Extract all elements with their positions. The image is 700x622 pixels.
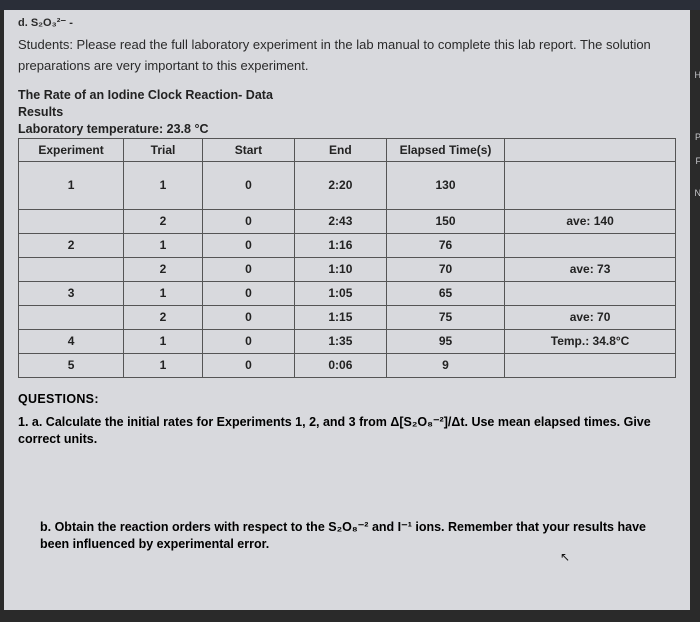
side-label-nu: Nu bbox=[694, 188, 700, 198]
cell-trial: 1 bbox=[124, 161, 203, 209]
col-trial: Trial bbox=[124, 138, 203, 161]
document-page: d. S₂O₃²⁻ - Students: Please read the fu… bbox=[4, 10, 690, 610]
cell-elapsed: 150 bbox=[386, 209, 504, 233]
app-toolbar bbox=[0, 0, 700, 10]
col-end: End bbox=[294, 138, 386, 161]
table-row: 202:43150ave: 140 bbox=[19, 209, 676, 233]
cell-end: 0:06 bbox=[294, 353, 386, 377]
cell-end: 1:15 bbox=[294, 305, 386, 329]
cell-exp: 3 bbox=[19, 281, 124, 305]
cell-start: 0 bbox=[202, 209, 294, 233]
question-1b: b. Obtain the reaction orders with respe… bbox=[40, 519, 676, 554]
cell-elapsed: 95 bbox=[386, 329, 504, 353]
cell-exp: 1 bbox=[19, 161, 124, 209]
cell-elapsed: 65 bbox=[386, 281, 504, 305]
cell-note bbox=[505, 233, 676, 257]
table-row: 5100:069 bbox=[19, 353, 676, 377]
side-label-he: He bbox=[694, 70, 700, 80]
cell-end: 1:35 bbox=[294, 329, 386, 353]
instruction-paragraph: Students: Please read the full laborator… bbox=[18, 35, 676, 77]
cell-exp: 2 bbox=[19, 233, 124, 257]
cell-end: 1:16 bbox=[294, 233, 386, 257]
cell-elapsed: 75 bbox=[386, 305, 504, 329]
cell-note bbox=[505, 161, 676, 209]
cell-note: ave: 70 bbox=[505, 305, 676, 329]
cell-start: 0 bbox=[202, 233, 294, 257]
cell-start: 0 bbox=[202, 305, 294, 329]
cell-exp: 5 bbox=[19, 353, 124, 377]
cell-note: Temp.: 34.8°C bbox=[505, 329, 676, 353]
cell-note: ave: 73 bbox=[505, 257, 676, 281]
cell-exp: 4 bbox=[19, 329, 124, 353]
option-d-line: d. S₂O₃²⁻ - bbox=[18, 16, 676, 29]
cell-start: 0 bbox=[202, 281, 294, 305]
cell-note bbox=[505, 281, 676, 305]
col-experiment: Experiment bbox=[19, 138, 124, 161]
side-label-pa: Pa bbox=[695, 132, 700, 142]
data-title-line1: The Rate of an Iodine Clock Reaction- Da… bbox=[18, 87, 676, 105]
cell-start: 0 bbox=[202, 329, 294, 353]
cell-end: 2:43 bbox=[294, 209, 386, 233]
cell-elapsed: 9 bbox=[386, 353, 504, 377]
col-elapsed: Elapsed Time(s) bbox=[386, 138, 504, 161]
cell-end: 1:10 bbox=[294, 257, 386, 281]
cell-note bbox=[505, 353, 676, 377]
questions-header: QUESTIONS: bbox=[18, 392, 676, 406]
table-row: 3101:0565 bbox=[19, 281, 676, 305]
table-body: 1102:20130202:43150ave: 1402101:1676201:… bbox=[19, 161, 676, 377]
table-row: 201:1575ave: 70 bbox=[19, 305, 676, 329]
cell-note: ave: 140 bbox=[505, 209, 676, 233]
mouse-cursor-icon: ↖ bbox=[560, 550, 570, 564]
cell-elapsed: 76 bbox=[386, 233, 504, 257]
cell-end: 2:20 bbox=[294, 161, 386, 209]
side-label-fo: Fo bbox=[695, 156, 700, 166]
cell-elapsed: 130 bbox=[386, 161, 504, 209]
table-row: 1102:20130 bbox=[19, 161, 676, 209]
cell-end: 1:05 bbox=[294, 281, 386, 305]
cell-trial: 1 bbox=[124, 353, 203, 377]
cell-trial: 2 bbox=[124, 257, 203, 281]
cell-exp bbox=[19, 209, 124, 233]
cell-trial: 1 bbox=[124, 329, 203, 353]
cell-exp bbox=[19, 257, 124, 281]
table-row: 201:1070ave: 73 bbox=[19, 257, 676, 281]
col-notes bbox=[505, 138, 676, 161]
table-header-row: Experiment Trial Start End Elapsed Time(… bbox=[19, 138, 676, 161]
col-start: Start bbox=[202, 138, 294, 161]
cell-trial: 2 bbox=[124, 305, 203, 329]
lab-temperature: Laboratory temperature: 23.8 °C bbox=[18, 122, 676, 136]
cell-trial: 1 bbox=[124, 233, 203, 257]
cell-elapsed: 70 bbox=[386, 257, 504, 281]
cell-start: 0 bbox=[202, 353, 294, 377]
question-1a: 1. a. Calculate the initial rates for Ex… bbox=[18, 414, 676, 449]
cell-trial: 2 bbox=[124, 209, 203, 233]
cell-trial: 1 bbox=[124, 281, 203, 305]
data-table: Experiment Trial Start End Elapsed Time(… bbox=[18, 138, 676, 378]
table-row: 2101:1676 bbox=[19, 233, 676, 257]
cell-start: 0 bbox=[202, 257, 294, 281]
table-row: 4101:3595Temp.: 34.8°C bbox=[19, 329, 676, 353]
data-title-line2: Results bbox=[18, 104, 676, 122]
cell-exp bbox=[19, 305, 124, 329]
cell-start: 0 bbox=[202, 161, 294, 209]
